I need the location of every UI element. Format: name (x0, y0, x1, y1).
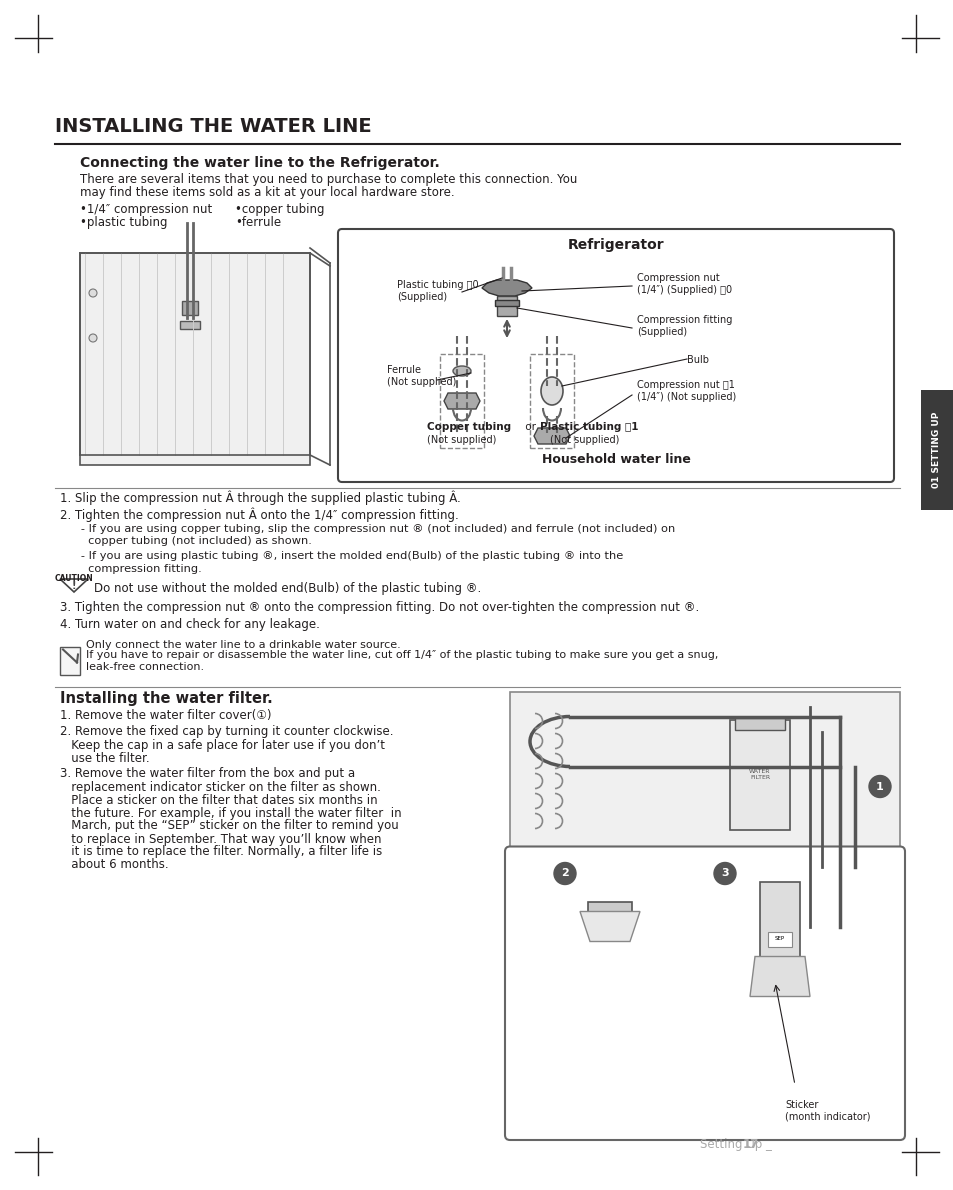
Text: compression fitting.: compression fitting. (70, 564, 201, 574)
Polygon shape (60, 580, 88, 591)
Text: - If you are using copper tubing, slip the compression nut ® (not included) and : - If you are using copper tubing, slip t… (70, 524, 675, 534)
Text: Compression fitting: Compression fitting (637, 315, 732, 325)
Circle shape (89, 334, 97, 342)
Text: may find these items sold as a kit at your local hardware store.: may find these items sold as a kit at yo… (80, 186, 455, 199)
Text: use the filter.: use the filter. (60, 752, 150, 764)
Text: (Not supplied): (Not supplied) (427, 436, 496, 445)
Text: Refrigerator: Refrigerator (567, 238, 663, 252)
Text: !: ! (71, 581, 76, 591)
Text: CAUTION: CAUTION (54, 574, 93, 583)
Polygon shape (579, 912, 639, 941)
FancyBboxPatch shape (504, 846, 904, 1140)
Text: Installing the water filter.: Installing the water filter. (60, 690, 273, 706)
Bar (439, 353, 483, 447)
Text: WATER
FILTER: WATER FILTER (748, 769, 770, 779)
Text: Plastic tubing ␰0: Plastic tubing ␰0 (396, 280, 478, 290)
Text: (1/4″) (Supplied) ␰0: (1/4″) (Supplied) ␰0 (637, 284, 731, 295)
Ellipse shape (540, 377, 562, 405)
Text: 3: 3 (720, 869, 728, 878)
Text: 4. Turn water on and check for any leakage.: 4. Turn water on and check for any leaka… (60, 618, 319, 631)
Text: Household water line: Household water line (541, 453, 690, 466)
Text: to replace in September. That way you’ll know when: to replace in September. That way you’ll… (60, 833, 381, 846)
Text: There are several items that you need to purchase to complete this connection. Y: There are several items that you need to… (80, 173, 577, 186)
Text: Compression nut ␱1: Compression nut ␱1 (637, 380, 734, 390)
Text: Copper tubing: Copper tubing (427, 422, 511, 432)
Bar (729, 720, 789, 829)
Text: 01 SETTING UP: 01 SETTING UP (931, 412, 941, 488)
Text: about 6 months.: about 6 months. (60, 858, 169, 871)
Text: Keep the cap in a safe place for later use if you don’t: Keep the cap in a safe place for later u… (60, 739, 385, 752)
FancyBboxPatch shape (60, 646, 80, 675)
Text: •plastic tubing: •plastic tubing (80, 217, 168, 228)
Text: 3. Tighten the compression nut ® onto the compression fitting. Do not over-tight: 3. Tighten the compression nut ® onto th… (60, 601, 699, 614)
Text: (1/4″) (Not supplied): (1/4″) (Not supplied) (637, 392, 736, 402)
Bar (760, 882, 800, 971)
Text: 1. Slip the compression nut Â through the supplied plastic tubing Â.: 1. Slip the compression nut Â through th… (60, 490, 460, 505)
Bar (767, 932, 791, 946)
Text: March, put the “SEP” sticker on the filter to remind you: March, put the “SEP” sticker on the filt… (60, 820, 398, 833)
Text: 2. Tighten the compression nut Â onto the 1/4″ compression fitting.: 2. Tighten the compression nut Â onto th… (60, 507, 458, 521)
Text: 3. Remove the water filter from the box and put a: 3. Remove the water filter from the box … (60, 768, 355, 781)
Bar (180, 321, 200, 328)
Text: copper tubing (not included) as shown.: copper tubing (not included) as shown. (70, 537, 312, 546)
Text: 2. Remove the fixed cap by turning it counter clockwise.: 2. Remove the fixed cap by turning it co… (60, 726, 393, 739)
Text: Bulb: Bulb (686, 355, 708, 365)
Bar (495, 300, 518, 306)
Text: replacement indicator sticker on the filter as shown.: replacement indicator sticker on the fil… (60, 781, 380, 794)
Text: Compression nut: Compression nut (637, 273, 719, 283)
Polygon shape (534, 428, 569, 444)
Circle shape (713, 863, 735, 884)
Text: (Not supplied): (Not supplied) (387, 377, 456, 387)
Text: Plastic tubing ␱1: Plastic tubing ␱1 (539, 422, 638, 432)
Circle shape (89, 289, 97, 298)
Text: INSTALLING THE WATER LINE: INSTALLING THE WATER LINE (55, 117, 372, 136)
Text: (Not supplied): (Not supplied) (550, 436, 618, 445)
Text: Place a sticker on the filter that dates six months in: Place a sticker on the filter that dates… (60, 794, 377, 807)
Text: If you have to repair or disassemble the water line, cut off 1/4″ of the plastic: If you have to repair or disassemble the… (86, 651, 718, 660)
Bar (530, 353, 574, 447)
Text: Connecting the water line to the Refrigerator.: Connecting the water line to the Refrige… (80, 156, 439, 170)
Text: Sticker
(month indicator): Sticker (month indicator) (784, 1100, 869, 1122)
Text: SEP: SEP (774, 937, 784, 941)
Bar (497, 296, 517, 317)
Text: 17: 17 (742, 1138, 759, 1151)
Bar (771, 971, 787, 987)
Text: it is time to replace the filter. Normally, a filter life is: it is time to replace the filter. Normal… (60, 846, 382, 858)
Polygon shape (481, 280, 532, 296)
Text: (Supplied): (Supplied) (396, 292, 447, 302)
Circle shape (554, 863, 576, 884)
Bar (587, 902, 631, 920)
Polygon shape (443, 393, 479, 409)
Text: or: or (521, 422, 538, 432)
Ellipse shape (453, 367, 471, 376)
Text: Do not use without the molded end(Bulb) of the plastic tubing ®.: Do not use without the molded end(Bulb) … (94, 582, 480, 595)
Text: •1/4″ compression nut: •1/4″ compression nut (80, 203, 212, 217)
Bar (920, 390, 952, 511)
FancyBboxPatch shape (337, 228, 893, 482)
Text: the future. For example, if you install the water filter  in: the future. For example, if you install … (60, 807, 401, 820)
Text: Ferrule: Ferrule (387, 365, 420, 375)
Bar (510, 691, 899, 846)
Text: •copper tubing: •copper tubing (234, 203, 324, 217)
Bar (80, 253, 310, 465)
Text: Setting Up _: Setting Up _ (700, 1138, 771, 1151)
Text: 1: 1 (875, 782, 882, 791)
Bar (734, 718, 784, 729)
Bar (601, 920, 618, 933)
Circle shape (868, 776, 890, 797)
Text: •ferrule: •ferrule (234, 217, 281, 228)
Text: Only connect the water line to a drinkable water source.: Only connect the water line to a drinkab… (86, 639, 400, 650)
Polygon shape (749, 957, 809, 996)
Text: - If you are using plastic tubing ®, insert the molded end(Bulb) of the plastic : - If you are using plastic tubing ®, ins… (70, 551, 622, 560)
Text: 1. Remove the water filter cover(①): 1. Remove the water filter cover(①) (60, 709, 272, 722)
Text: 2: 2 (560, 869, 568, 878)
Text: (Supplied): (Supplied) (637, 327, 686, 337)
Text: leak-free connection.: leak-free connection. (86, 662, 204, 671)
Bar (182, 301, 198, 315)
